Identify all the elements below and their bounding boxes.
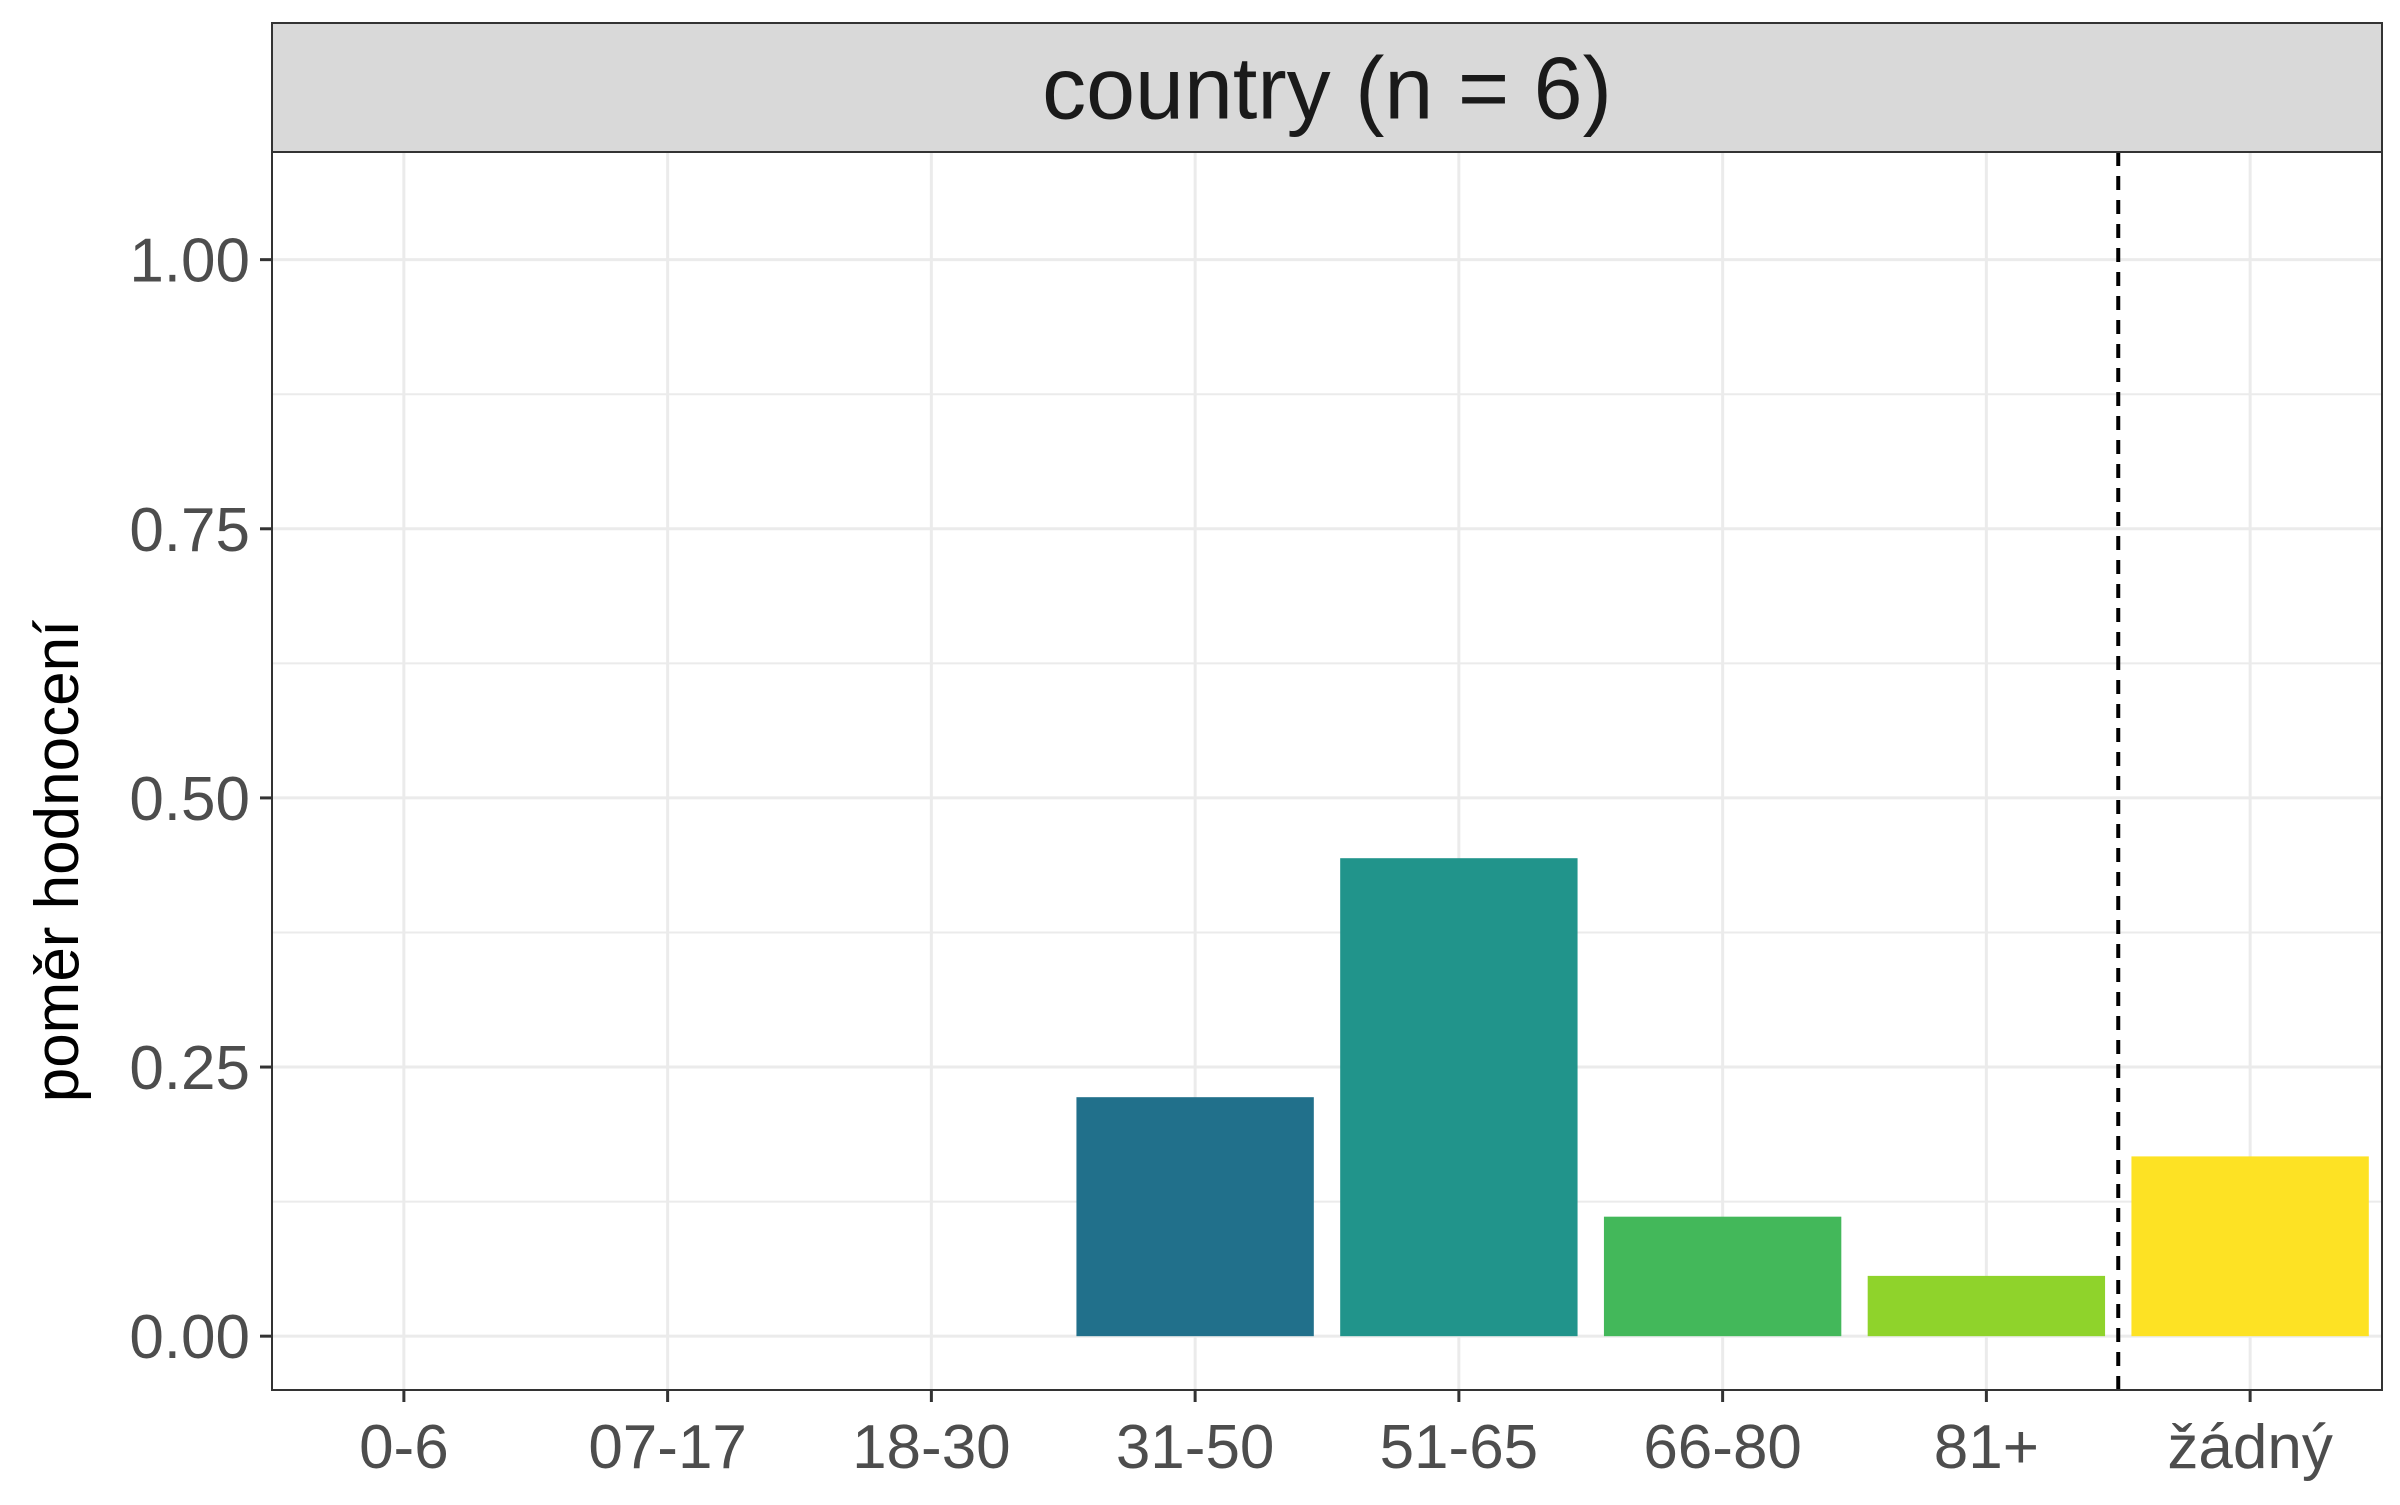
x-tick-label: 31-50: [1116, 1413, 1275, 1482]
bars: [1076, 858, 2369, 1337]
y-axis-title: poměr hodnocení: [23, 620, 92, 1103]
x-tick-label: žádný: [2167, 1413, 2332, 1482]
y-tick-label: 1.00: [129, 227, 250, 296]
bar-66-80: [1603, 1216, 1842, 1337]
bar-81+: [1867, 1275, 2106, 1337]
y-tick-label: 0.00: [129, 1303, 250, 1372]
x-axis: 0-6 07-17 18-30 31-50 51-65 66-80 81+ žádný: [359, 1390, 2333, 1482]
y-tick-label: 0.75: [129, 496, 250, 565]
x-tick-label: 66-80: [1643, 1413, 1802, 1482]
x-tick-label: 51-65: [1380, 1413, 1539, 1482]
bar-51-65: [1340, 858, 1578, 1337]
y-tick-label: 0.50: [129, 765, 250, 834]
bar-žádný: [2131, 1156, 2369, 1337]
x-tick-label: 0-6: [359, 1413, 449, 1482]
y-axis: 0.00 0.25 0.50 0.75 1.00: [129, 227, 272, 1372]
y-tick-label: 0.25: [129, 1034, 250, 1103]
grid-lines: [272, 152, 2382, 1390]
facet-label: country (n = 6): [1042, 39, 1612, 138]
bar-31-50: [1076, 1097, 1314, 1337]
x-tick-label: 07-17: [588, 1413, 747, 1482]
x-tick-label: 18-30: [852, 1413, 1011, 1482]
facet-strip: [271, 22, 2383, 153]
x-tick-label: 81+: [1934, 1413, 2039, 1482]
